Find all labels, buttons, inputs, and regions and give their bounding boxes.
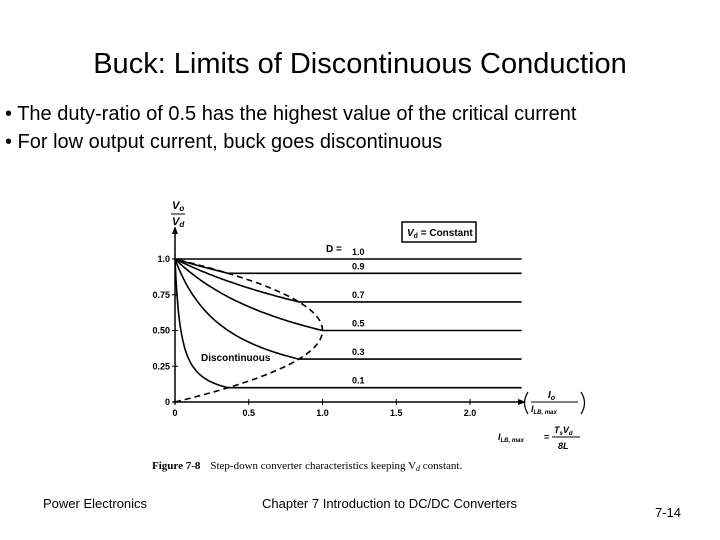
caption-text: Step-down converter characteristics keep…: [210, 460, 416, 472]
y-axis-arrow: [172, 226, 178, 234]
svg-text:Vd = Constant: Vd = Constant: [407, 228, 473, 240]
duty-curve: [174, 258, 522, 303]
x-tick-label: 0.5: [242, 408, 255, 418]
boundary-curve: [174, 258, 324, 403]
duty-label: 0.3: [352, 347, 365, 357]
x-tick-label: 1.0: [316, 408, 329, 418]
duty-label: 0.1: [352, 376, 365, 386]
duty-prefix: D =: [326, 244, 342, 255]
converter-characteristics-figure: 0 0.5 1.0 1.5 2.0 0 0.25 0.50 0.75 1.0 1.0 0.9 0.7 0…: [140, 190, 600, 480]
formula-num-v: V: [563, 425, 570, 435]
characteristics-chart: 0 0.5 1.0 1.5 2.000.250.500.751.0 1.00.90.70…: [152, 200, 586, 473]
x-tick-label: 0: [172, 408, 177, 418]
svg-text:ILB, max: ILB, max: [498, 432, 525, 444]
y-axis-top: V: [172, 200, 181, 212]
bullet-list: • The duty-ratio of 0.5 has the highest …: [5, 100, 576, 156]
legend-box-sub: d: [414, 233, 418, 240]
x-axis-bottom-sub: LB, max: [534, 410, 558, 416]
formula-eq: =: [544, 432, 549, 442]
page-number: 7-14: [655, 505, 682, 520]
y-axis-bottom-sub: d: [179, 220, 185, 229]
x-axis-bottom: I: [531, 404, 534, 414]
duty-curve: [174, 258, 522, 389]
duty-curve: [174, 258, 522, 332]
chart-axes: [172, 226, 526, 405]
slide-title: Buck: Limits of Discontinuous Conduction: [93, 48, 627, 80]
caption-end: constant.: [420, 460, 462, 472]
y-axis-top-sub: o: [179, 204, 184, 213]
x-axis-arrow: [518, 399, 526, 405]
y-tick-label: 0.75: [152, 290, 170, 300]
footer-chapter: Chapter 7 Introduction to DC/DC Converte…: [262, 496, 518, 511]
formula-num-t: T: [554, 425, 561, 435]
y-axis-bottom: V: [172, 216, 181, 228]
discontinuous-label: Discontinuous: [201, 353, 271, 364]
svg-text:Io: Io: [548, 390, 556, 402]
formula-num-v-sub: d: [569, 431, 573, 437]
vd-constant-box: Vd = Constant: [401, 221, 477, 243]
svg-text:ILB, max: ILB, max: [531, 404, 558, 416]
x-axis-top: I: [548, 390, 551, 401]
formula-lhs-sub: LB, max: [501, 438, 525, 444]
y-tick-label: 0.25: [152, 361, 170, 371]
footer-course: Power Electronics: [43, 496, 148, 511]
figure-caption: Figure 7-8 Step-down converter characteri…: [152, 460, 462, 473]
bullet-item: • The duty-ratio of 0.5 has the highest …: [5, 103, 577, 125]
x-tick-label: 1.5: [390, 408, 403, 418]
chart-ticks: 0 0.5 1.0 1.5 2.0 0 0.25 0.50 0.75 1.0: [152, 254, 476, 418]
duty-labels: 1.0 0.9 0.7 0.5 0.3 0.1: [352, 247, 365, 386]
x-axis-top-sub: o: [551, 395, 556, 402]
duty-curve: [174, 258, 522, 275]
duty-label: 0.5: [352, 319, 365, 329]
y-tick-label: 1.0: [157, 254, 170, 264]
y-axis-label: Vo Vd: [171, 200, 185, 229]
legend-box-end: = Constant: [418, 228, 473, 239]
formula-num-t-sub: s: [560, 431, 564, 437]
duty-label: 1.0: [352, 247, 365, 257]
svg-text:TsVd: TsVd: [554, 425, 573, 437]
bullet-item: • For low output current, buck goes disc…: [5, 131, 443, 153]
y-tick-label: 0: [165, 397, 170, 407]
x-axis-label: Io ILB, max: [523, 390, 586, 416]
formula-den: 8L: [558, 441, 569, 451]
duty-label: 0.9: [352, 261, 365, 271]
x-tick-label: 2.0: [464, 408, 477, 418]
caption-label: Figure 7-8: [152, 460, 201, 472]
duty-label: 0.7: [352, 290, 365, 300]
svg-text:Vo: Vo: [172, 200, 184, 213]
formula-lhs: I: [498, 432, 501, 442]
svg-text:Vd: Vd: [172, 216, 185, 229]
ilb-max-formula: ILB, max = TsVd 8L: [498, 425, 580, 451]
y-tick-label: 0.50: [152, 326, 170, 336]
duty-curve: [174, 258, 522, 360]
caption-sub: d: [416, 464, 421, 473]
chart-curves: [174, 258, 522, 403]
legend-box-v: V: [407, 228, 415, 239]
